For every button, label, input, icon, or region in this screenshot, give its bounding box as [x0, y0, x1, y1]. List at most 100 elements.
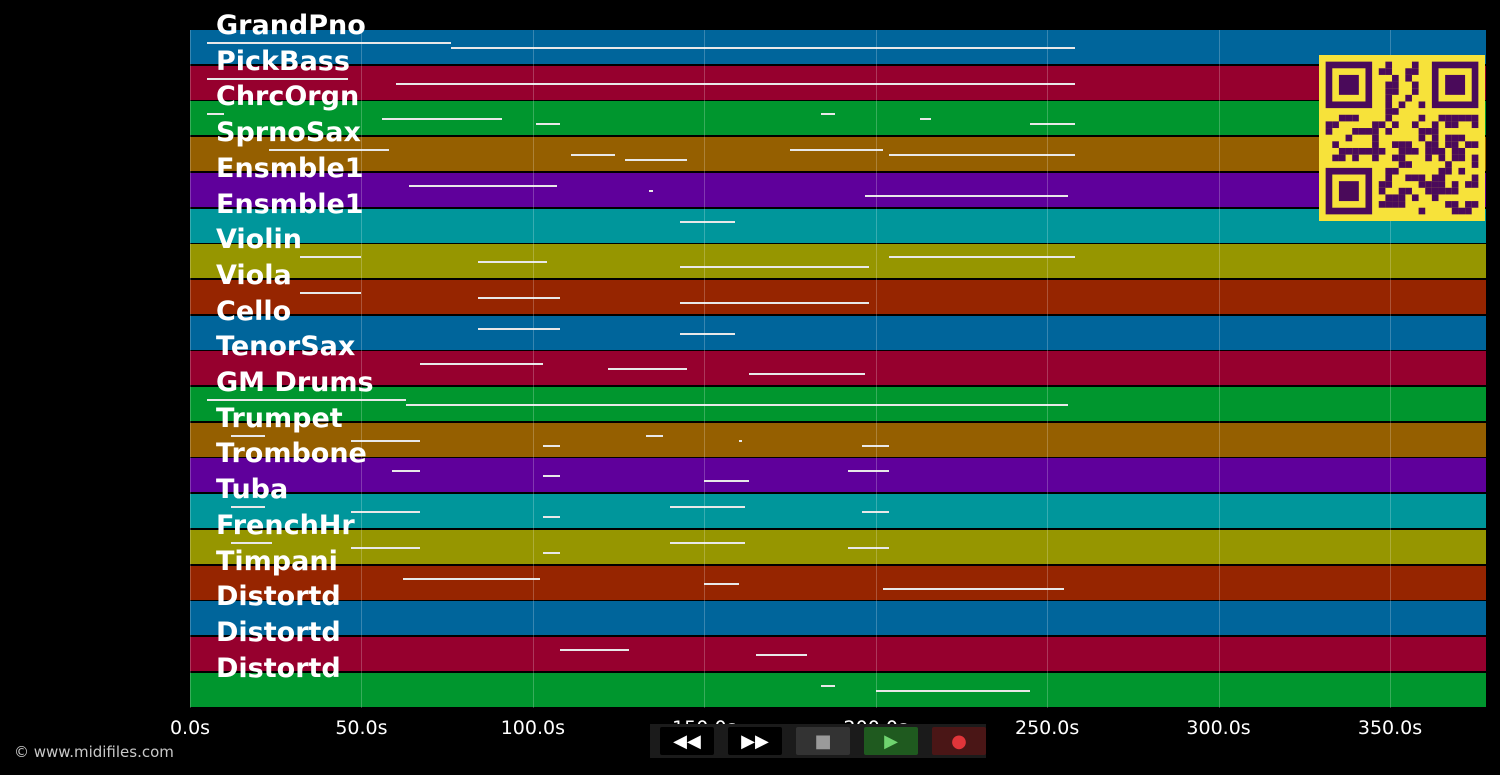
track-label: GM Drums [216, 367, 374, 398]
note-segment [207, 42, 451, 44]
note-segment [478, 261, 547, 264]
note-segment [231, 541, 273, 544]
track-lane [190, 494, 1486, 529]
qr-code-icon [1319, 55, 1485, 221]
note-segment [560, 648, 629, 651]
track-lane [190, 529, 1486, 564]
record-button[interactable]: ● [932, 727, 986, 755]
track-label: ChrcOrgn [216, 81, 360, 113]
play-icon: ▶ [884, 730, 898, 752]
track-label: GrandPno [216, 10, 366, 41]
note-segment [409, 184, 557, 187]
grid-line [1390, 30, 1391, 708]
note-segment [570, 154, 616, 157]
note-segment [875, 689, 1030, 692]
note-segment [543, 551, 561, 554]
note-segment [351, 439, 420, 442]
note-segment [207, 399, 406, 401]
rewind-button[interactable]: ◀◀ [660, 727, 714, 755]
note-segment [680, 301, 869, 304]
note-segment [704, 480, 749, 483]
note-segment [646, 434, 664, 437]
note-segment [704, 582, 739, 585]
track-lane [190, 137, 1486, 172]
note-segment [478, 296, 561, 299]
note-segment [1030, 123, 1075, 126]
note-segment [862, 444, 890, 447]
note-segment [820, 684, 835, 687]
note-segment [882, 587, 1065, 590]
piano-roll [190, 30, 1486, 708]
note-segment [543, 444, 561, 447]
note-segment [395, 82, 1075, 85]
grid-line [1047, 30, 1049, 708]
track-label: Distortd [216, 652, 341, 684]
track-label: Ensmble1 [216, 188, 364, 220]
note-segment [231, 506, 266, 509]
fast-forward-button[interactable]: ▶▶ [728, 727, 782, 755]
track-label: Ensmble1 [216, 152, 364, 184]
note-segment [268, 149, 389, 152]
note-segment [382, 118, 502, 121]
rewind-icon: ◀◀ [673, 730, 701, 752]
track-lane [190, 387, 1486, 421]
track-lane [190, 565, 1486, 600]
note-segment [450, 47, 1075, 49]
note-segment [680, 332, 736, 335]
track-label: Tuba [216, 474, 289, 506]
note-segment [848, 546, 890, 549]
note-segment [748, 373, 866, 376]
note-segment [889, 256, 1075, 259]
note-segment [848, 470, 890, 473]
note-segment [755, 653, 808, 656]
record-icon: ● [951, 730, 967, 752]
track-lane [190, 208, 1486, 243]
track-label: Trumpet [216, 402, 343, 434]
note-segment [738, 439, 742, 442]
fast-forward-icon: ▶▶ [741, 730, 769, 752]
track-label: Trombone [216, 438, 367, 470]
note-segment [299, 291, 362, 294]
credit-text: © www.midifiles.com [14, 743, 174, 761]
note-segment [478, 327, 561, 330]
track-label: TenorSax [216, 331, 356, 363]
track-label: Violin [216, 224, 302, 256]
x-tick-label: 0.0s [169, 717, 211, 739]
x-tick-label: 100.0s [500, 717, 565, 739]
track-lane [190, 422, 1486, 457]
track-label: PickBass [216, 45, 350, 77]
grid-line [875, 30, 877, 708]
track-lane [190, 672, 1486, 707]
note-segment [402, 577, 540, 580]
track-label: Cello [216, 295, 292, 327]
note-segment [207, 77, 348, 80]
note-segment [865, 194, 1068, 197]
track-label: Viola [216, 259, 292, 291]
stop-button[interactable]: ■ [796, 727, 850, 755]
grid-line [1218, 30, 1220, 708]
track-lane [190, 351, 1486, 386]
note-segment [820, 113, 835, 116]
note-segment [351, 546, 420, 549]
stop-icon: ■ [814, 730, 832, 752]
note-segment [862, 511, 890, 514]
note-segment [608, 368, 688, 371]
x-tick-label: 350.0s [1357, 717, 1423, 739]
note-segment [231, 434, 266, 437]
note-segment [536, 123, 561, 126]
track-label: SprnoSax [216, 117, 361, 149]
track-lane [190, 65, 1486, 100]
track-lane [190, 315, 1486, 350]
track-lane [190, 601, 1486, 636]
grid-line [532, 30, 534, 708]
note-segment [392, 470, 420, 473]
track-label: Distortd [216, 616, 341, 648]
note-segment [419, 363, 544, 366]
play-button[interactable]: ▶ [864, 727, 918, 755]
grid-line [361, 30, 363, 708]
note-segment [790, 149, 883, 152]
note-segment [207, 113, 225, 116]
track-lane [190, 101, 1486, 136]
note-segment [680, 266, 869, 269]
note-segment [680, 220, 736, 223]
